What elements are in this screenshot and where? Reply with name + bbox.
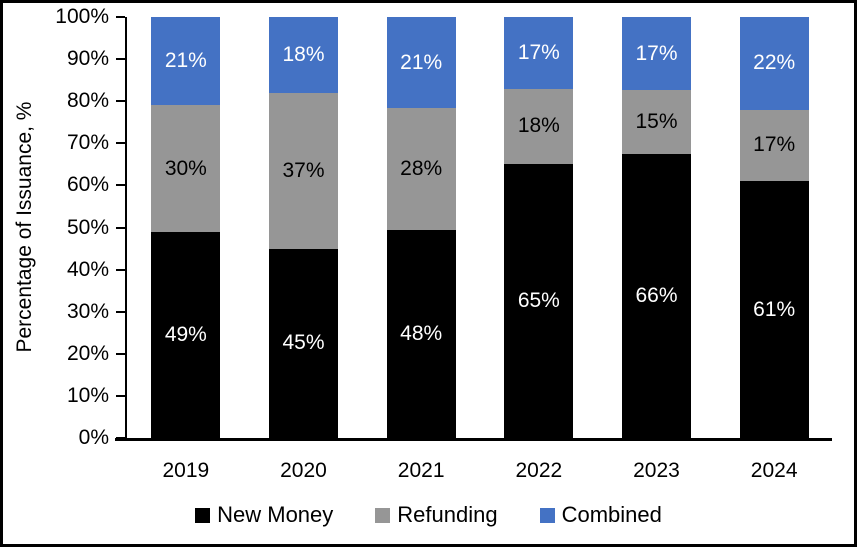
- y-axis-tick-label: 30%: [66, 299, 109, 323]
- legend-label: Refunding: [397, 502, 498, 527]
- y-axis-tick-label: 70%: [66, 131, 109, 155]
- bar-segment-data-label: 17%: [753, 133, 796, 157]
- legend-label: Combined: [561, 502, 662, 527]
- bar-group-2023: 66% 15% 17%: [598, 17, 716, 438]
- y-axis-tick-label: 90%: [66, 47, 109, 71]
- bar-stack: 66% 15% 17%: [621, 17, 691, 438]
- bar-segment-data-label: 15%: [635, 110, 678, 134]
- legend-swatch-icon: [539, 507, 555, 523]
- bar-segment-data-label: 45%: [282, 331, 325, 355]
- bar-segment-data-label: 30%: [164, 156, 207, 180]
- y-axis-tick-label: 40%: [66, 257, 109, 281]
- y-axis-tick: [116, 100, 125, 103]
- bar-group-2019: 49% 30% 21%: [127, 17, 245, 438]
- legend-label: New Money: [217, 502, 334, 527]
- bar-segment-refunding: 30%: [151, 105, 221, 232]
- y-axis-tick: [116, 310, 125, 313]
- bar-segment-data-label: 17%: [635, 41, 678, 65]
- bar-segment-new-money: 49%: [151, 231, 221, 438]
- y-axis-tick: [116, 142, 125, 145]
- y-axis-tick: [116, 352, 125, 355]
- y-axis-tick: [116, 268, 125, 271]
- bar-stack: 45% 37% 18%: [268, 17, 338, 438]
- x-axis-category-label: 2019: [162, 459, 210, 482]
- y-axis-tick-label: 10%: [66, 383, 109, 407]
- bar-segment-data-label: 65%: [517, 289, 560, 313]
- bar-segment-refunding: 17%: [739, 109, 809, 182]
- bar-segment-new-money: 61%: [739, 181, 809, 438]
- bar-segment-refunding: 28%: [386, 108, 456, 230]
- bar-segment-refunding: 18%: [504, 88, 574, 165]
- x-axis-category-label: 2023: [633, 459, 680, 482]
- bar-segment-data-label: 28%: [400, 156, 443, 180]
- y-axis-tick: [116, 184, 125, 187]
- bar-segment-data-label: 18%: [282, 42, 325, 66]
- y-axis-tick-label: 20%: [66, 341, 109, 365]
- bar-segment-refunding: 15%: [621, 90, 691, 155]
- bar-segment-combined: 22%: [739, 17, 809, 110]
- plot-area: 49% 30% 21% 45% 37% 18% 48% 28% 21% 65% 18% 17% 66% 1…: [127, 17, 833, 438]
- bar-segment-combined: 21%: [151, 17, 221, 106]
- y-axis-tick: [116, 226, 125, 229]
- y-axis-line: [125, 17, 127, 438]
- legend-item-combined: Combined: [539, 502, 662, 528]
- bar-segment-combined: 17%: [621, 17, 691, 91]
- bar-group-2022: 65% 18% 17%: [480, 17, 598, 438]
- bar-segment-data-label: 18%: [517, 114, 560, 138]
- y-axis-tick-label: 80%: [66, 89, 109, 113]
- bar-segment-new-money: 66%: [621, 154, 691, 438]
- y-axis-tick-label: 100%: [55, 5, 109, 28]
- bar-segment-new-money: 65%: [504, 164, 574, 438]
- bar-segment-data-label: 17%: [517, 40, 560, 64]
- legend: New Money Refunding Combined: [3, 500, 854, 530]
- bar-segment-data-label: 21%: [164, 49, 207, 73]
- bar-segment-data-label: 66%: [635, 284, 678, 308]
- bar-segment-refunding: 37%: [268, 92, 338, 249]
- bar-segment-data-label: 48%: [400, 321, 443, 345]
- y-axis-tick: [116, 58, 125, 61]
- bar-stack: 61% 17% 22%: [739, 17, 809, 438]
- bar-segment-combined: 18%: [268, 17, 338, 93]
- bar-stack: 65% 18% 17%: [504, 17, 574, 438]
- x-axis-line: [115, 438, 832, 441]
- bar-segment-combined: 21%: [386, 17, 456, 109]
- x-axis-category-label: 2020: [280, 459, 327, 482]
- bar-segment-data-label: 61%: [753, 297, 796, 321]
- bar-segment-data-label: 21%: [400, 50, 443, 74]
- bar-group-2021: 48% 28% 21%: [362, 17, 480, 438]
- bar-segment-combined: 17%: [504, 17, 574, 89]
- x-axis-category-label: 2022: [515, 459, 563, 482]
- legend-item-new-money: New Money: [195, 502, 333, 528]
- y-axis-tick-label: 0%: [78, 426, 109, 449]
- bar-stack: 49% 30% 21%: [151, 17, 221, 438]
- bar-segment-new-money: 45%: [268, 248, 338, 438]
- x-axis-category-label: 2021: [397, 459, 445, 482]
- y-axis-tick-label: 60%: [66, 173, 109, 197]
- legend-swatch-icon: [195, 507, 211, 523]
- bar-segment-data-label: 22%: [753, 51, 796, 75]
- legend-swatch-icon: [375, 507, 391, 523]
- stacked-bar-chart: Percentage of Issuance, % 0% 10% 20% 30% 40%…: [3, 3, 854, 544]
- bar-segment-data-label: 49%: [164, 322, 207, 346]
- bar-group-2024: 61% 17% 22%: [715, 17, 833, 438]
- bar-group-2020: 45% 37% 18%: [245, 17, 363, 438]
- x-axis-category-label: 2024: [750, 459, 798, 482]
- y-axis-tick-label: 50%: [66, 215, 109, 239]
- bar-segment-data-label: 37%: [282, 158, 325, 182]
- legend-item-refunding: Refunding: [375, 502, 498, 528]
- bar-segment-new-money: 48%: [386, 229, 456, 438]
- y-axis-tick: [116, 16, 125, 18]
- bar-stack: 48% 28% 21%: [386, 17, 456, 438]
- y-axis-tick: [116, 394, 125, 397]
